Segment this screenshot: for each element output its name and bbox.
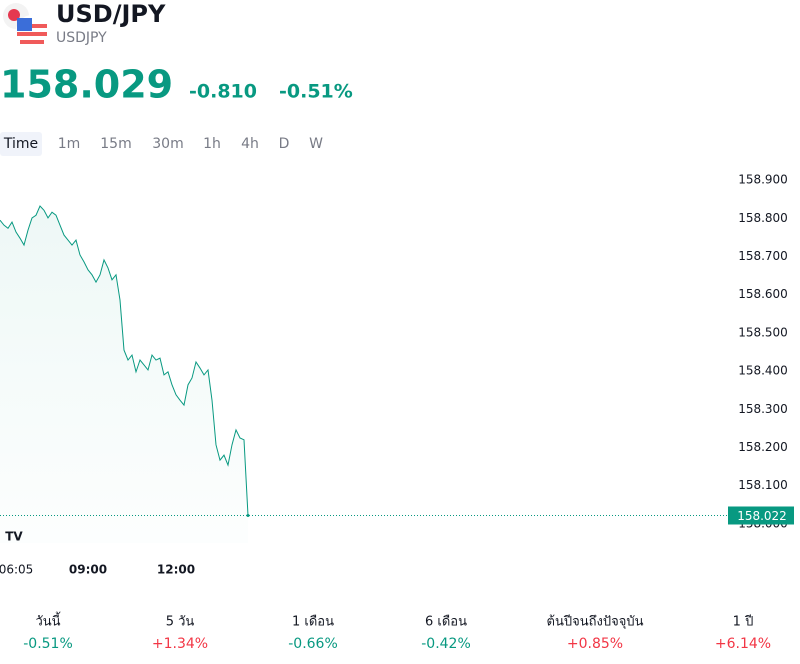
- time-tab[interactable]: 15m: [100, 136, 131, 152]
- time-tab[interactable]: D: [279, 136, 290, 152]
- last-price-badge: [728, 506, 794, 525]
- y-tick-label: 158.300: [738, 402, 788, 416]
- symbol: USD/JPY: [56, 0, 166, 28]
- time-tab[interactable]: 30m: [152, 136, 183, 152]
- y-tick-label: 158.100: [738, 478, 788, 492]
- y-tick-label: 158.200: [738, 440, 788, 454]
- time-tab[interactable]: Time: [3, 136, 38, 152]
- tab-active-bg: [0, 132, 42, 156]
- time-tab[interactable]: 1h: [203, 136, 221, 152]
- price: 158.029: [0, 63, 173, 107]
- period-change: +1.34%: [152, 636, 208, 652]
- period-label[interactable]: ต้นปีจนถึงปัจจุบัน: [547, 614, 644, 630]
- y-tick-label: 158.600: [738, 287, 788, 301]
- area-fill: [0, 206, 248, 544]
- time-tab[interactable]: 1m: [58, 136, 81, 152]
- x-tick-label: 09:00: [69, 563, 107, 577]
- change: -0.810: [189, 81, 257, 103]
- period-change: -0.51%: [23, 636, 73, 652]
- y-tick-label: 158.800: [738, 211, 788, 225]
- y-tick-label: 158.700: [738, 249, 788, 263]
- period-label[interactable]: 6 เดือน: [425, 614, 467, 630]
- y-tick-label: 158.900: [738, 173, 788, 187]
- period-change: -0.42%: [421, 636, 471, 652]
- last-point: [246, 513, 250, 517]
- period-change: +0.85%: [567, 636, 623, 652]
- x-tick-label: 12:00: [157, 563, 195, 577]
- period-label[interactable]: 1 ปี: [733, 614, 754, 630]
- period-change: -0.66%: [288, 636, 338, 652]
- ticker: USDJPY: [56, 30, 107, 46]
- period-label[interactable]: วันนี้: [35, 612, 61, 630]
- last-price-label: 158.022: [737, 509, 787, 523]
- y-tick-label: 158.400: [738, 364, 788, 378]
- x-tick-label: 06:05: [0, 563, 33, 577]
- period-change: +6.14%: [715, 636, 771, 652]
- price-line: [0, 205, 249, 516]
- period-label[interactable]: 1 เดือน: [292, 614, 334, 630]
- y-tick-label: 158.500: [738, 325, 788, 339]
- flags: [3, 3, 48, 47]
- period-label[interactable]: 5 วัน: [166, 615, 195, 630]
- time-tab[interactable]: 4h: [241, 136, 259, 152]
- change-percent: -0.51%: [279, 81, 353, 103]
- time-tab[interactable]: W: [309, 136, 323, 152]
